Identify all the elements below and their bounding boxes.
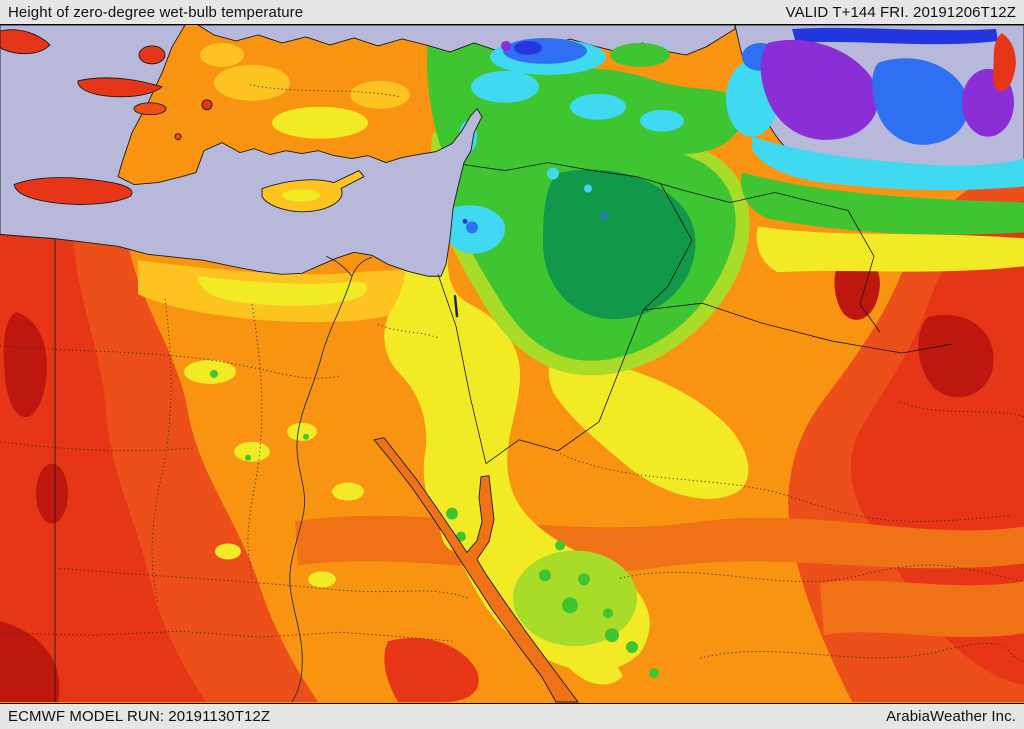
aegean-island [133,102,167,116]
red-sea-and-gulfs [373,437,579,703]
red-sea-layer [373,294,579,703]
aegean-island [77,77,163,98]
nile-river [289,276,353,703]
overlay-cold-layer [490,27,1024,273]
islands-layer [0,29,365,213]
aegean-island [138,45,166,65]
header-bar: Height of zero-degree wet-bulb temperatu… [0,0,1024,24]
weather-map [0,24,1024,704]
nile-delta-branch [325,255,353,277]
footer-bar: ECMWF MODEL RUN: 20191130T12Z ArabiaWeat… [0,704,1024,729]
map-title: Height of zero-degree wet-bulb temperatu… [8,3,304,21]
warm-field-layer [0,42,1024,703]
cold-field-layer [210,41,750,679]
crete-island [13,177,133,205]
dead-sea [453,294,459,318]
rivers-layer [289,255,373,703]
rhodes-island [201,99,213,111]
admin-borders-dotted [0,84,1024,662]
model-run-label: ECMWF MODEL RUN: 20191130T12Z [8,708,271,725]
valid-time-label: VALID T+144 FRI. 20191206T12Z [785,3,1016,21]
aegean-island [0,29,51,55]
weather-map-canvas [0,25,1024,703]
country-borders [54,162,953,703]
cyprus-interior [282,189,320,202]
nile-delta-branch [351,256,373,277]
attribution: ArabiaWeather Inc. [886,708,1016,725]
small-island [174,133,182,141]
